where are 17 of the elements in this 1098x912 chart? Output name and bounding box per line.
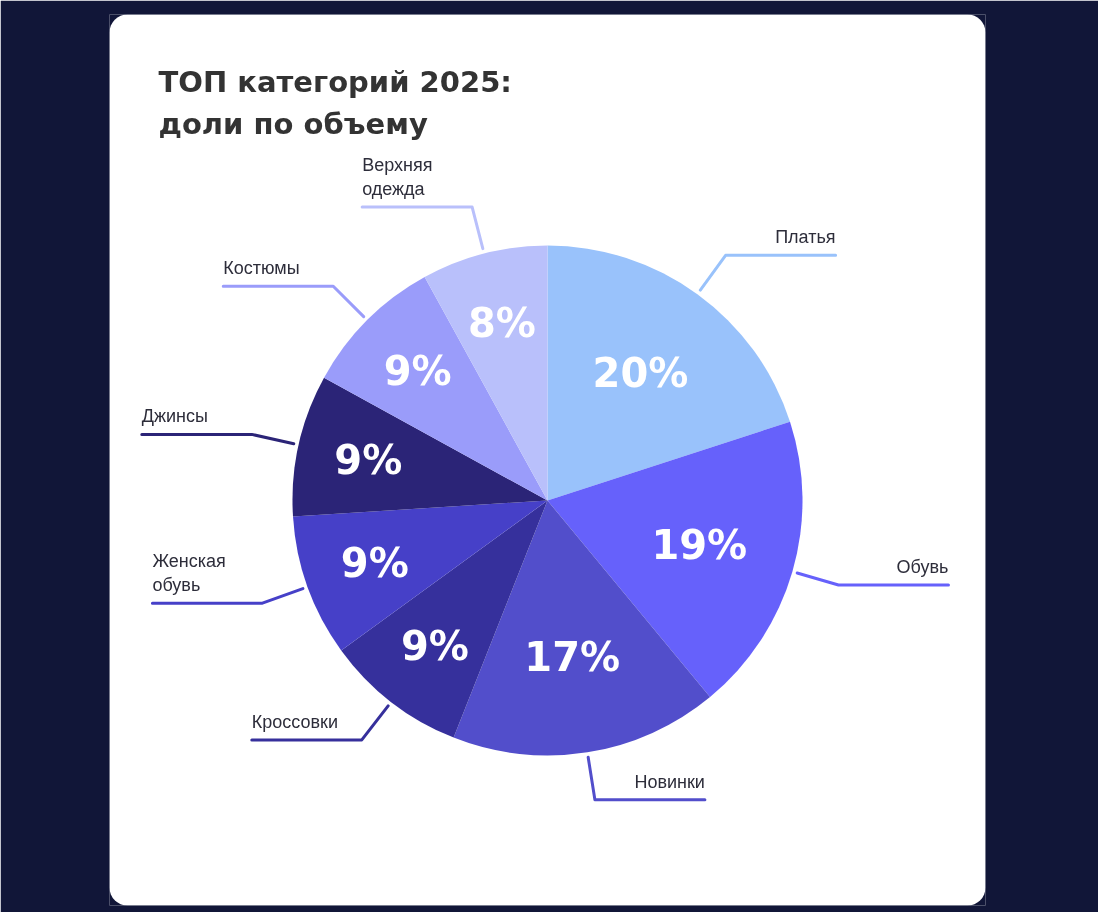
chart-title: ТОП категорий 2025: доли по объему [158,64,512,141]
slice-label: Кроссовки [251,711,339,732]
slice-label: Костюмы [223,258,300,279]
data-label: 17% [524,633,621,680]
data-label: 19% [651,521,748,568]
data-label: 9% [334,437,403,484]
slice-label: Верхняя одежда [362,155,433,200]
data-label: 8% [467,299,536,346]
data-label: 9% [340,539,409,586]
slice-label: Обувь [896,557,949,578]
slice-label: Джинсы [141,406,208,427]
slice-label: Платья [775,227,836,248]
data-label: 20% [592,349,689,396]
data-label: 9% [383,347,452,394]
slice-label: Женская обувь [152,551,226,596]
slice-label: Новинки [634,771,705,792]
data-label: 9% [401,622,469,669]
